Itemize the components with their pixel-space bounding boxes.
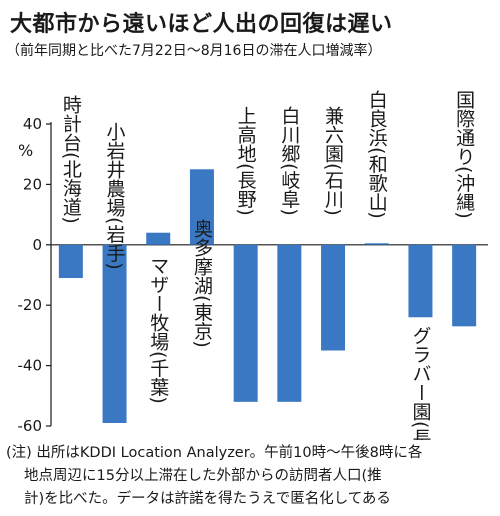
bar (452, 244, 477, 327)
bar (233, 244, 258, 402)
bar (408, 244, 433, 318)
category-label: グラバー園(長崎) (409, 326, 431, 440)
bar (102, 244, 127, 423)
bar (189, 169, 214, 245)
footnote-line-2: 地点周辺に15分以上滞在した外部からの訪問者人口(推 (24, 468, 382, 484)
bar (146, 232, 171, 245)
y-tick-label: -60 (18, 417, 43, 435)
footnote-line-1: (注) 出所はKDDI Location Analyzer。午前10時〜午後8時… (6, 445, 423, 461)
y-axis-unit: % (18, 141, 33, 160)
footnote-line-3: 計)を比べた。データは許諾を得たうえで匿名化してある (24, 491, 391, 507)
category-label: マザー牧場(千葉) (147, 256, 169, 404)
y-tick-label: -20 (18, 296, 43, 314)
bar (58, 244, 83, 279)
bar-chart: 40 20 0 -20 -40 -60% 時計台(北海道) 小岩井農場(岩手) マザー牧場(千葉… (18, 90, 488, 440)
bar (321, 244, 346, 351)
category-label: 時計台(北海道) (60, 95, 82, 224)
category-label: 白良浜(和歌山) (366, 90, 388, 219)
y-tick-label: -40 (18, 357, 43, 375)
category-label: 白川郷(岐阜) (278, 106, 300, 216)
category-label: 兼六園(石川) (322, 106, 344, 216)
y-tick-label: 40 (23, 115, 42, 133)
bar (364, 243, 389, 245)
category-label: 上高地(長野) (235, 106, 257, 216)
footnote: (注) 出所はKDDI Location Analyzer。午前10時〜午後8時… (6, 442, 496, 511)
bar (277, 244, 302, 402)
chart-subtitle: （前年同期と比べた7月22日〜8月16日の滞在人口増減率） (6, 43, 382, 59)
category-label: 奥多摩湖(東京) (191, 219, 213, 348)
chart-title: 大都市から遠いほど人出の回復は遅い (10, 12, 393, 37)
category-label: 小岩井農場(岩手) (104, 122, 126, 270)
category-label: 国際通り(沖縄) (453, 90, 475, 219)
y-tick-label: 20 (23, 175, 42, 193)
y-tick-label: 0 (32, 236, 42, 254)
